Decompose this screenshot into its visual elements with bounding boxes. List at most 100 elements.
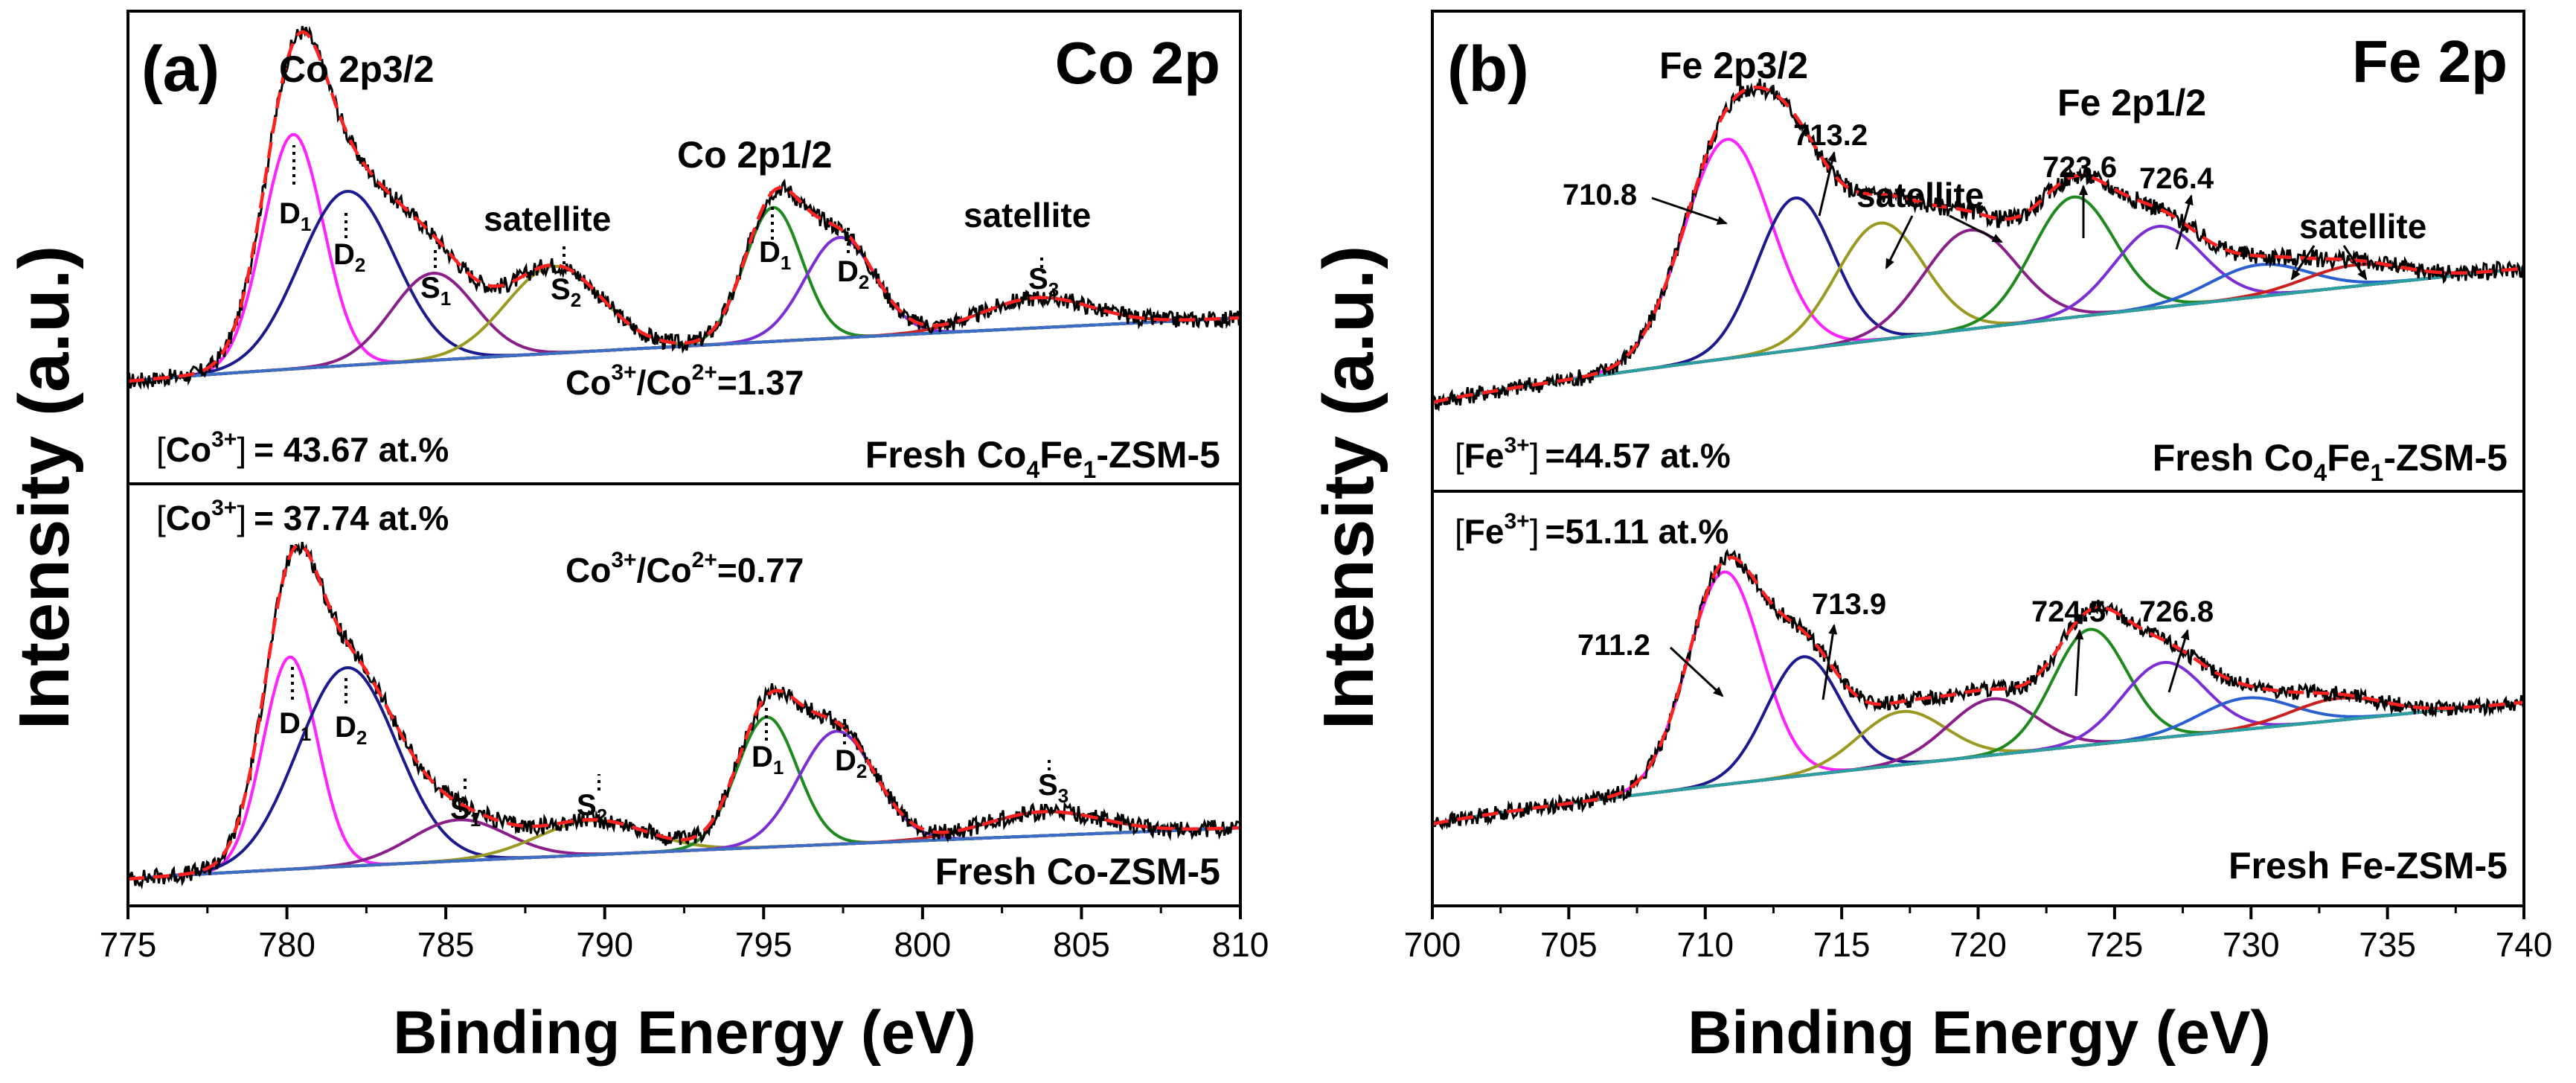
fitted-envelope	[1432, 85, 2525, 405]
label-d2: D2	[333, 238, 365, 276]
ratio-label-a-top: Co3+/Co2+=1.37	[565, 360, 804, 402]
x-tick-label: 780	[258, 925, 315, 964]
x-tick-label: 785	[417, 925, 475, 964]
x-tick-label: 790	[576, 925, 633, 964]
plot-a-top	[127, 25, 1242, 391]
x-tick-label: 810	[1212, 925, 1269, 964]
fitted-envelope	[1432, 555, 2525, 826]
label-s3: S3	[1028, 263, 1059, 301]
label-s3: S3	[1038, 769, 1068, 807]
label-s2: S2	[551, 273, 581, 311]
x-tick-label: 735	[2359, 925, 2416, 964]
peak-arrow-710.8	[1651, 197, 1728, 225]
panel-label-a: (a)	[141, 33, 220, 105]
label-satellite-b1: satellite	[1856, 176, 1984, 214]
peak-label-711.2: 711.2	[1577, 629, 1650, 662]
satellite-arrow-3	[2290, 245, 2316, 281]
plot-b-bot	[1431, 549, 2525, 831]
label-d2: D2	[335, 711, 367, 749]
raw-spectrum	[126, 541, 1242, 889]
raw-spectrum	[127, 25, 1242, 391]
peak-arrow-724.5	[2074, 629, 2084, 697]
peak-arrow-726.4	[2175, 194, 2194, 250]
peak-arrow-713.2	[1818, 151, 1837, 217]
y-axis-label-a: Intensity (a.u.)	[4, 246, 84, 730]
x-tick-label: 725	[2086, 925, 2144, 964]
x-axis-label-a: Binding Energy (eV)	[393, 999, 976, 1067]
sample-label-b-top: Fresh Co4Fe1-ZSM-5	[2153, 437, 2508, 486]
x-tick-label: 730	[2223, 925, 2280, 964]
satellite-arrow-2	[1949, 214, 2003, 243]
label-d1: D1	[759, 236, 791, 274]
label-co-2p12: Co 2p1/2	[677, 134, 832, 176]
peak-arrow-713.9	[1822, 624, 1838, 700]
peak-label-713.2: 713.2	[1793, 119, 1868, 152]
conc-label-b-top: [Fe3+] =44.57 at.%	[1455, 433, 1731, 475]
fitted-envelope	[127, 543, 1241, 881]
x-ticks-a: 775 780 785 790 795 800 805 810	[100, 906, 1269, 964]
label-s1: S1	[420, 272, 451, 310]
peak-label-726.8: 726.8	[2139, 595, 2214, 628]
conc-label-b-bot: [Fe3+] =51.11 at.%	[1455, 509, 1728, 551]
panel-label-b: (b)	[1447, 33, 1529, 105]
background-line	[1432, 700, 2525, 826]
conc-label-a-top: [Co3+] = 43.67 at.%	[156, 427, 449, 469]
x-axis-label-b: Binding Energy (eV)	[1688, 999, 2271, 1067]
label-s2: S2	[577, 789, 607, 827]
component-peak-sat1	[1432, 700, 2525, 826]
peak-label-723.6: 723.6	[2042, 151, 2117, 184]
x-tick-label: 720	[1949, 925, 2007, 964]
raw-spectrum	[1431, 549, 2525, 831]
background-line	[1432, 266, 2525, 404]
background-line	[127, 826, 1241, 881]
peak-label-726.4: 726.4	[2139, 162, 2214, 195]
label-fe-2p32: Fe 2p3/2	[1659, 45, 1808, 86]
panel-title-a: Co 2p	[1055, 30, 1220, 96]
fitted-envelope	[127, 30, 1241, 383]
label-d1: D1	[279, 197, 311, 235]
label-d1: D1	[279, 707, 311, 745]
y-axis-label-b: Intensity (a.u.)	[1309, 246, 1388, 730]
label-co-2p32: Co 2p3/2	[279, 48, 434, 90]
label-satellite-b2: satellite	[2299, 207, 2426, 246]
panel-title-b: Fe 2p	[2352, 28, 2508, 95]
x-tick-label: 700	[1404, 925, 1461, 964]
label-s1: S1	[450, 793, 481, 831]
panel-a: 775 780 785 790 795 800 805 810 (a) Co 2p Co 2p…	[100, 10, 1269, 1067]
label-satellite-a1: satellite	[484, 199, 611, 238]
x-tick-label: 800	[894, 925, 951, 964]
x-tick-label: 795	[735, 925, 792, 964]
x-tick-label: 705	[1540, 925, 1598, 964]
x-tick-label: 740	[2496, 925, 2553, 964]
peak-label-710.8: 710.8	[1563, 179, 1637, 211]
label-d2: D2	[835, 744, 867, 782]
peak-label-713.9: 713.9	[1812, 588, 1886, 621]
peak-label-724.5: 724.5	[2031, 595, 2106, 628]
label-d1: D1	[752, 741, 784, 779]
component-peak-D1	[127, 655, 1241, 881]
x-tick-label: 805	[1053, 925, 1110, 964]
peak-arrow-726.8	[2168, 629, 2190, 693]
x-tick-label: 715	[1813, 925, 1871, 964]
ratio-label-a-bot: Co3+/Co2+=0.77	[565, 548, 804, 590]
plot-b-top	[1431, 78, 2525, 412]
satellite-arrow-4	[2342, 245, 2368, 281]
label-d2: D2	[837, 255, 869, 293]
sample-label-b-bot: Fresh Fe-ZSM-5	[2229, 845, 2508, 886]
satellite-arrow-1	[1885, 215, 1914, 269]
sample-label-a-bot: Fresh Co-ZSM-5	[935, 851, 1220, 892]
panel-b: 700 705 710 715 720 725 730 735 740 (b) Fe 2p Fe…	[1404, 10, 2553, 1067]
x-ticks-b: 700 705 710 715 720 725 730 735 740	[1404, 906, 2553, 964]
x-tick-label: 775	[100, 925, 157, 964]
peak-arrow-711.2	[1669, 646, 1724, 697]
x-tick-label: 710	[1676, 925, 1734, 964]
label-satellite-a2: satellite	[964, 196, 1091, 234]
component-labels-a-bot: D1 D2 S1 S2 D1 D2 S3	[279, 666, 1068, 831]
plot-a-bot	[126, 541, 1242, 889]
component-labels-a-top: D1 D2 S1 S2 D1 D2 S3	[279, 145, 1059, 311]
component-peak-D2	[127, 235, 1241, 383]
conc-label-a-bot: [Co3+] = 37.74 at.%	[156, 496, 449, 537]
label-fe-2p12: Fe 2p1/2	[2057, 82, 2206, 124]
sample-label-a-top: Fresh Co4Fe1-ZSM-5	[865, 434, 1220, 483]
